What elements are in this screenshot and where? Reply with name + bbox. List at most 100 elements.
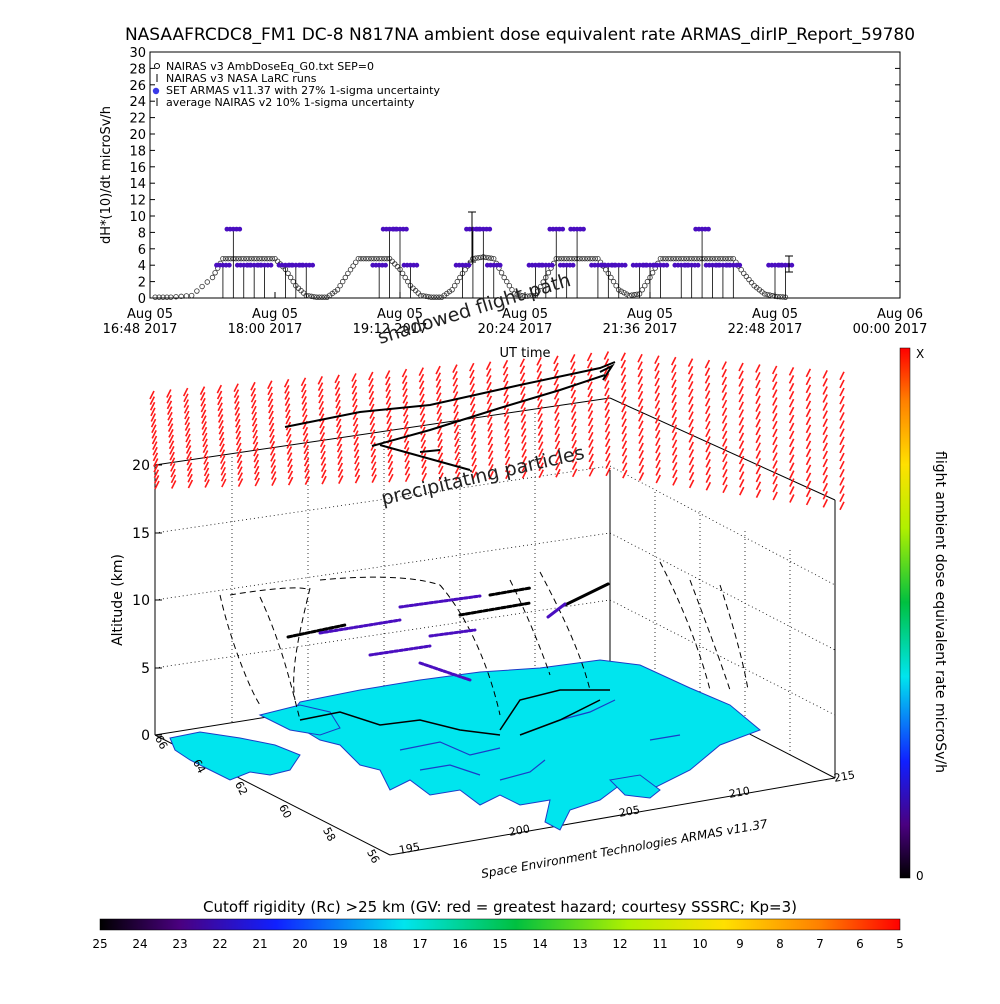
model-point: [454, 278, 460, 285]
model-point: [777, 294, 783, 300]
model-point: [259, 255, 265, 262]
model-point: [267, 255, 273, 262]
hazard-arrow: [688, 464, 695, 474]
model-point: [566, 255, 572, 262]
model-point: [712, 255, 718, 262]
hazard-arrow: [688, 411, 694, 421]
hazard-arrow: [336, 424, 342, 434]
hazard-arrow: [789, 494, 795, 503]
hazard-arrow: [839, 436, 845, 446]
hazard-arrow: [154, 480, 160, 490]
hazard-arrow: [755, 481, 762, 491]
hazard-arrow: [604, 423, 611, 433]
hazard-arrow: [822, 369, 828, 379]
model-point: [269, 255, 276, 262]
hazard-arrow: [284, 403, 291, 413]
hazard-arrow: [620, 367, 627, 376]
hazard-arrow: [250, 381, 256, 391]
hazard-arrow: [487, 416, 493, 425]
hazard-arrow: [789, 462, 795, 472]
hazard-arrow: [268, 410, 274, 420]
hazard-arrow: [149, 401, 156, 411]
hazard-arrow: [755, 489, 762, 498]
hazard-arrow: [822, 410, 828, 420]
hazard-arrow: [485, 361, 492, 371]
hazard-arrow: [302, 426, 309, 436]
hazard-arrow: [284, 397, 291, 406]
hazard-arrow: [250, 387, 256, 397]
hazard-arrow: [688, 449, 695, 458]
hazard-arrow: [334, 380, 341, 390]
hazard-arrow: [318, 400, 324, 410]
hazard-arrow: [553, 355, 559, 365]
hazard-arrow: [805, 488, 812, 498]
hazard-arrow: [688, 388, 694, 398]
hazard-arrow: [233, 395, 240, 404]
timeseries-x-axis-label: UT time: [500, 346, 551, 361]
hazard-arrow: [554, 433, 561, 443]
hazard-arrow: [149, 396, 156, 405]
hazard-arrow: [387, 441, 393, 451]
hazard-arrow: [217, 396, 223, 406]
y-tick-label: 4: [138, 259, 146, 274]
hazard-arrow: [286, 440, 292, 449]
latitude-tick-label: 56: [364, 847, 382, 865]
hazard-arrow: [788, 414, 795, 424]
hazard-arrow: [404, 453, 410, 463]
hazard-arrow: [536, 371, 543, 380]
hazard-arrow: [183, 393, 189, 403]
hazard-arrow: [286, 446, 293, 455]
figure-title: NASAAFRCDC8_FM1 DC-8 N817NA ambient dose…: [125, 25, 915, 45]
hazard-arrow: [721, 368, 727, 378]
hazard-arrow: [654, 422, 661, 432]
hazard-arrow: [321, 475, 327, 485]
hazard-arrow: [822, 402, 828, 411]
armas-point: [664, 262, 670, 268]
hazard-arrow: [822, 418, 828, 428]
hazard-arrow: [270, 465, 277, 474]
hazard-arrow: [304, 476, 311, 485]
hazard-arrow: [337, 456, 343, 466]
hazard-arrow: [287, 464, 293, 474]
hazard-arrow: [469, 383, 475, 392]
hazard-arrow: [237, 478, 244, 487]
rigidity-tick-label: 5: [896, 937, 904, 951]
hazard-arrow: [554, 412, 560, 421]
model-point: [433, 294, 440, 300]
hazard-arrow: [471, 457, 477, 467]
hazard-arrow: [336, 437, 343, 447]
y-tick-label: 20: [129, 128, 146, 143]
hazard-arrow: [571, 425, 577, 435]
hazard-arrow: [421, 459, 427, 469]
hazard-arrow: [655, 437, 661, 447]
rigidity-tick-label: 13: [572, 937, 587, 951]
hazard-arrow: [772, 404, 778, 414]
hazard-arrow: [235, 424, 241, 434]
x-tick-label: Aug 05: [127, 307, 173, 322]
model-point: [584, 255, 591, 262]
hazard-arrow: [237, 466, 243, 476]
hazard-arrow: [805, 432, 812, 442]
model-point: [738, 267, 744, 273]
hazard-arrow: [337, 462, 344, 472]
hazard-arrow: [185, 445, 192, 454]
model-point: [225, 255, 231, 262]
hazard-arrow: [772, 452, 778, 461]
hazard-arrow: [452, 364, 458, 374]
hazard-arrow: [236, 454, 243, 464]
hazard-arrow: [167, 417, 174, 427]
hazard-arrow: [251, 417, 258, 427]
legend-marker-nairas-v3: [154, 63, 160, 69]
model-point: [156, 294, 162, 300]
hazard-arrow: [470, 403, 476, 413]
hazard-arrow: [503, 387, 509, 397]
hazard-arrow: [371, 461, 377, 471]
hazard-arrow: [268, 416, 275, 426]
model-point: [715, 255, 721, 262]
model-point: [183, 293, 190, 299]
model-point: [345, 270, 351, 277]
hazard-arrow: [404, 460, 410, 469]
hazard-arrow: [470, 430, 477, 440]
hazard-arrow: [369, 422, 376, 432]
